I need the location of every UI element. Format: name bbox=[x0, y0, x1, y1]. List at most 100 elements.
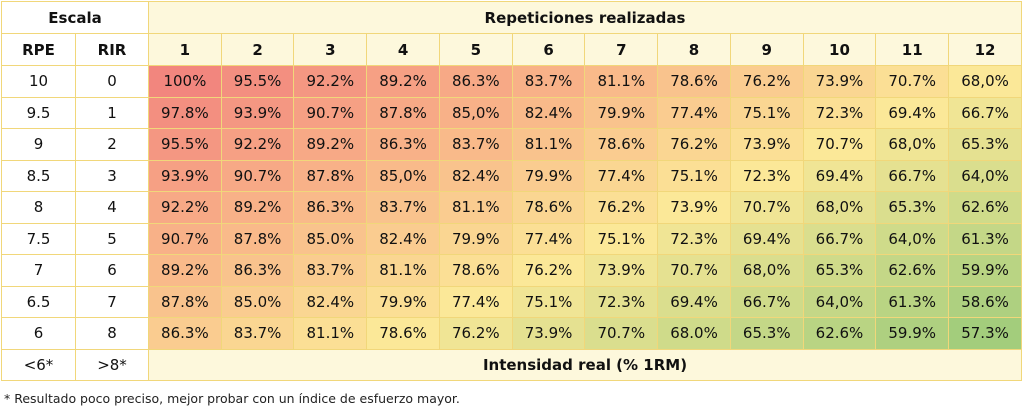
rir-header: RIR bbox=[74, 33, 150, 66]
table-row: 6 8 86.3% 83.7% 81.1% 78.6% 76.2% 73.9% 70.7% 68.… bbox=[1, 317, 1022, 350]
intensity-cell: 73.9% bbox=[729, 128, 804, 161]
intensity-cell: 66.7% bbox=[875, 159, 950, 192]
intensity-cell: 89.2% bbox=[148, 254, 222, 287]
intensity-cell: 78.6% bbox=[584, 128, 659, 161]
intensity-cell: 81.1% bbox=[438, 191, 513, 224]
intensity-cell: 76.2% bbox=[729, 65, 804, 98]
intensity-cell: 69.4% bbox=[875, 96, 950, 129]
intensity-cell: 83.7% bbox=[438, 128, 513, 161]
intensity-cell: 83.7% bbox=[220, 317, 295, 350]
intensity-cell: 70.7% bbox=[729, 191, 804, 224]
rep-number: 1 bbox=[148, 33, 222, 66]
table-row: 10 0 100% 95.5% 92.2% 89.2% 86.3% 83.7% 81.1% 78.… bbox=[1, 65, 1022, 98]
table-row: 8 4 92.2% 89.2% 86.3% 83.7% 81.1% 78.6% 76.2% 73.… bbox=[1, 191, 1022, 224]
rpe-cell: 9.5 bbox=[1, 96, 76, 129]
intensity-cell: 70.7% bbox=[802, 128, 877, 161]
intensity-cell: 70.7% bbox=[875, 65, 950, 98]
intensity-cell: 85,0% bbox=[366, 159, 440, 192]
rpe-cell: 9 bbox=[1, 128, 76, 161]
intensity-cell: 78.6% bbox=[657, 65, 731, 98]
rep-number: 11 bbox=[875, 33, 950, 66]
intensity-cell: 65.3% bbox=[948, 128, 1022, 161]
intensity-cell: 66.7% bbox=[729, 285, 804, 318]
intensity-cell: 86.3% bbox=[366, 128, 440, 161]
subheader-row: RPE RIR 1 2 3 4 5 6 7 8 9 10 11 12 bbox=[1, 33, 1022, 66]
table-body: 10 0 100% 95.5% 92.2% 89.2% 86.3% 83.7% 81.1% 78.… bbox=[1, 65, 1022, 350]
intensity-cell: 79.9% bbox=[438, 222, 513, 255]
intensity-cell: 68.0% bbox=[657, 317, 731, 350]
intensity-cell: 78.6% bbox=[366, 317, 440, 350]
intensity-cell: 95.5% bbox=[220, 65, 295, 98]
intensity-cell: 73.9% bbox=[657, 191, 731, 224]
intensity-cell: 75.1% bbox=[584, 222, 659, 255]
intensity-cell: 72.3% bbox=[729, 159, 804, 192]
intensity-cell: 87.8% bbox=[148, 285, 222, 318]
intensity-cell: 89.2% bbox=[366, 65, 440, 98]
intensity-cell: 79.9% bbox=[366, 285, 440, 318]
intensity-cell: 79.9% bbox=[511, 159, 586, 192]
intensity-cell: 83.7% bbox=[511, 65, 586, 98]
intensity-cell: 81.1% bbox=[584, 65, 659, 98]
rpe-cell: 10 bbox=[1, 65, 76, 98]
intensity-cell: 59.9% bbox=[948, 254, 1022, 287]
intensity-cell: 82.4% bbox=[366, 222, 440, 255]
table-row: 7 6 89.2% 86.3% 83.7% 81.1% 78.6% 76.2% 73.9% 70.… bbox=[1, 254, 1022, 287]
intensity-cell: 62.6% bbox=[802, 317, 877, 350]
rep-number: 10 bbox=[802, 33, 877, 66]
intensity-cell: 65.3% bbox=[729, 317, 804, 350]
intensity-cell: 70.7% bbox=[584, 317, 659, 350]
intensity-cell: 89.2% bbox=[220, 191, 295, 224]
intensity-cell: 86.3% bbox=[220, 254, 295, 287]
intensity-cell: 72.3% bbox=[802, 96, 877, 129]
rep-number: 3 bbox=[293, 33, 368, 66]
intensity-cell: 92.2% bbox=[220, 128, 295, 161]
rir-cell: 0 bbox=[74, 65, 150, 98]
intensity-cell: 76.2% bbox=[657, 128, 731, 161]
intensity-cell: 59.9% bbox=[875, 317, 950, 350]
intensity-cell: 76.2% bbox=[511, 254, 586, 287]
rep-number: 12 bbox=[948, 33, 1022, 66]
rep-number: 6 bbox=[511, 33, 586, 66]
intensity-cell: 82.4% bbox=[438, 159, 513, 192]
intensity-cell: 93.9% bbox=[220, 96, 295, 129]
rpe-header: RPE bbox=[1, 33, 76, 66]
reps-header: Repeticiones realizadas bbox=[148, 1, 1022, 34]
intensity-cell: 83.7% bbox=[366, 191, 440, 224]
intensity-cell: 78.6% bbox=[438, 254, 513, 287]
rpe-cell: 6.5 bbox=[1, 285, 76, 318]
intensity-cell: 89.2% bbox=[293, 128, 368, 161]
intensity-cell: 85.0% bbox=[220, 285, 295, 318]
rpe-cell: 6 bbox=[1, 317, 76, 350]
intensity-cell: 86.3% bbox=[438, 65, 513, 98]
intensity-cell: 81.1% bbox=[293, 317, 368, 350]
table-row: 9 2 95.5% 92.2% 89.2% 86.3% 83.7% 81.1% 78.6% 76.… bbox=[1, 128, 1022, 161]
rpe-table: Escala Repeticiones realizadas RPE RIR 1… bbox=[0, 1, 1022, 381]
intensity-cell: 76.2% bbox=[584, 191, 659, 224]
intensity-cell: 87.8% bbox=[220, 222, 295, 255]
intensity-cell: 77.4% bbox=[584, 159, 659, 192]
intensity-cell: 92.2% bbox=[293, 65, 368, 98]
intensity-cell: 57.3% bbox=[948, 317, 1022, 350]
intensity-cell: 69.4% bbox=[657, 285, 731, 318]
intensity-cell: 66.7% bbox=[802, 222, 877, 255]
intensity-cell: 97.8% bbox=[148, 96, 222, 129]
intensity-cell: 64,0% bbox=[948, 159, 1022, 192]
rep-number: 8 bbox=[657, 33, 731, 66]
footer-rpe: <6* bbox=[1, 348, 76, 381]
intensity-cell: 76.2% bbox=[438, 317, 513, 350]
intensity-cell: 77.4% bbox=[657, 96, 731, 129]
intensity-cell: 77.4% bbox=[438, 285, 513, 318]
intensity-cell: 87.8% bbox=[366, 96, 440, 129]
intensity-cell: 83.7% bbox=[293, 254, 368, 287]
intensity-cell: 90.7% bbox=[220, 159, 295, 192]
header-row: Escala Repeticiones realizadas bbox=[0, 1, 1022, 34]
rir-cell: 5 bbox=[74, 222, 150, 255]
intensity-cell: 87.8% bbox=[293, 159, 368, 192]
intensity-cell: 81.1% bbox=[366, 254, 440, 287]
rep-number: 7 bbox=[584, 33, 659, 66]
intensity-cell: 64,0% bbox=[802, 285, 877, 318]
intensity-cell: 75.1% bbox=[657, 159, 731, 192]
intensity-cell: 90.7% bbox=[293, 96, 368, 129]
rep-number: 5 bbox=[438, 33, 513, 66]
